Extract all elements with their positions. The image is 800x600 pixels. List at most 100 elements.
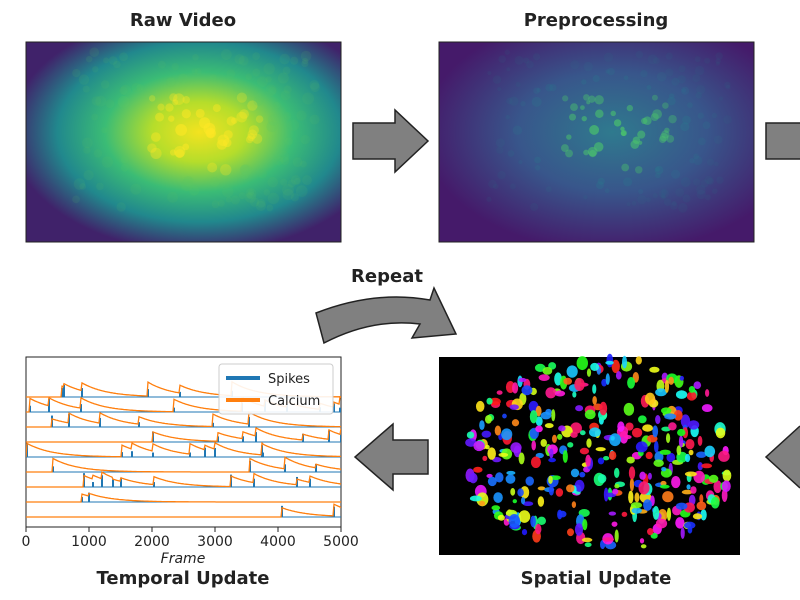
texture-dot xyxy=(663,198,672,206)
blob xyxy=(697,462,703,471)
texture-dot xyxy=(103,57,110,64)
texture-dot xyxy=(209,177,220,187)
blob xyxy=(510,442,522,454)
texture-dot xyxy=(131,82,142,93)
blob xyxy=(566,484,575,493)
texture-dot xyxy=(664,127,670,134)
texture-dot xyxy=(93,149,103,158)
blob xyxy=(512,382,519,394)
texture-dot xyxy=(656,71,667,82)
blob xyxy=(668,422,677,431)
texture-dot xyxy=(671,169,681,179)
texture-dot xyxy=(583,61,594,72)
texture-dot xyxy=(282,188,294,201)
blob xyxy=(687,526,693,534)
texture-dot xyxy=(678,203,688,213)
texture-dot xyxy=(623,75,629,81)
blob xyxy=(601,378,608,387)
texture-dot xyxy=(207,162,218,173)
blob xyxy=(579,471,586,478)
texture-dot xyxy=(534,164,541,171)
texture-dot xyxy=(171,62,179,71)
texture-dot xyxy=(266,121,278,133)
texture-dot xyxy=(506,97,513,105)
texture-dot xyxy=(655,167,660,172)
texture-dot xyxy=(301,60,309,68)
blob xyxy=(680,414,691,428)
spike-decoration xyxy=(68,414,70,427)
texture-dot xyxy=(157,60,166,69)
texture-dot xyxy=(723,115,732,124)
texture-dot xyxy=(693,155,703,166)
texture-dot xyxy=(687,102,693,109)
texture-dot xyxy=(635,166,643,174)
texture-dot xyxy=(230,195,241,205)
texture-dot xyxy=(236,111,248,123)
blob xyxy=(611,521,618,527)
blob xyxy=(722,469,732,482)
texture-dot xyxy=(155,112,165,122)
texture-dot xyxy=(520,101,526,107)
texture-dot xyxy=(671,200,677,206)
blob xyxy=(628,466,636,480)
texture-dot xyxy=(290,175,301,185)
texture-dot xyxy=(698,137,706,146)
spike-decoration xyxy=(147,389,149,397)
blob xyxy=(666,507,672,521)
blob xyxy=(680,527,685,539)
blob xyxy=(653,459,664,467)
calcium-decoration xyxy=(26,471,341,488)
blob xyxy=(545,387,557,399)
panel-title: Temporal Update xyxy=(97,568,270,589)
texture-dot xyxy=(671,77,680,86)
blob xyxy=(664,379,670,393)
texture-dot xyxy=(545,83,554,92)
blob xyxy=(537,486,546,491)
blob xyxy=(713,480,722,494)
texture-dot xyxy=(226,116,236,126)
arrow-partial xyxy=(764,425,800,489)
texture-dot xyxy=(652,193,658,199)
blob xyxy=(535,452,544,459)
texture-dot xyxy=(666,134,675,143)
blob xyxy=(585,454,591,467)
texture-dot xyxy=(165,103,174,112)
blob xyxy=(575,405,584,412)
spike-decoration xyxy=(92,482,94,487)
texture-dot xyxy=(263,62,275,75)
texture-dot xyxy=(105,99,115,109)
texture-dot xyxy=(238,55,249,66)
blob xyxy=(718,450,730,462)
texture-dot xyxy=(525,60,534,69)
texture-dot xyxy=(646,85,652,90)
spike-decoration xyxy=(80,404,82,412)
blob xyxy=(537,496,545,507)
texture-dot xyxy=(589,125,600,135)
texture-dot xyxy=(604,188,610,194)
blob xyxy=(704,445,716,458)
blob xyxy=(493,492,503,503)
texture-dot xyxy=(169,93,178,102)
blob xyxy=(548,475,553,484)
texture-dot xyxy=(581,115,587,122)
blob xyxy=(537,516,547,526)
texture-dot xyxy=(225,196,232,203)
spike-decoration xyxy=(121,452,123,457)
blob xyxy=(574,479,585,492)
blob xyxy=(685,439,695,450)
blob xyxy=(701,404,713,413)
spike-decoration xyxy=(340,431,341,442)
texture-dot xyxy=(100,80,110,89)
texture-dot xyxy=(73,178,86,190)
texture-dot xyxy=(181,179,193,192)
texture-dot xyxy=(120,163,129,172)
blob xyxy=(699,494,704,504)
blob xyxy=(563,377,573,385)
blob xyxy=(634,492,640,503)
texture-dot xyxy=(302,175,312,186)
blob xyxy=(664,413,677,420)
blob xyxy=(582,518,588,531)
texture-dot xyxy=(236,92,248,103)
blob xyxy=(626,456,635,464)
blob xyxy=(468,472,478,484)
